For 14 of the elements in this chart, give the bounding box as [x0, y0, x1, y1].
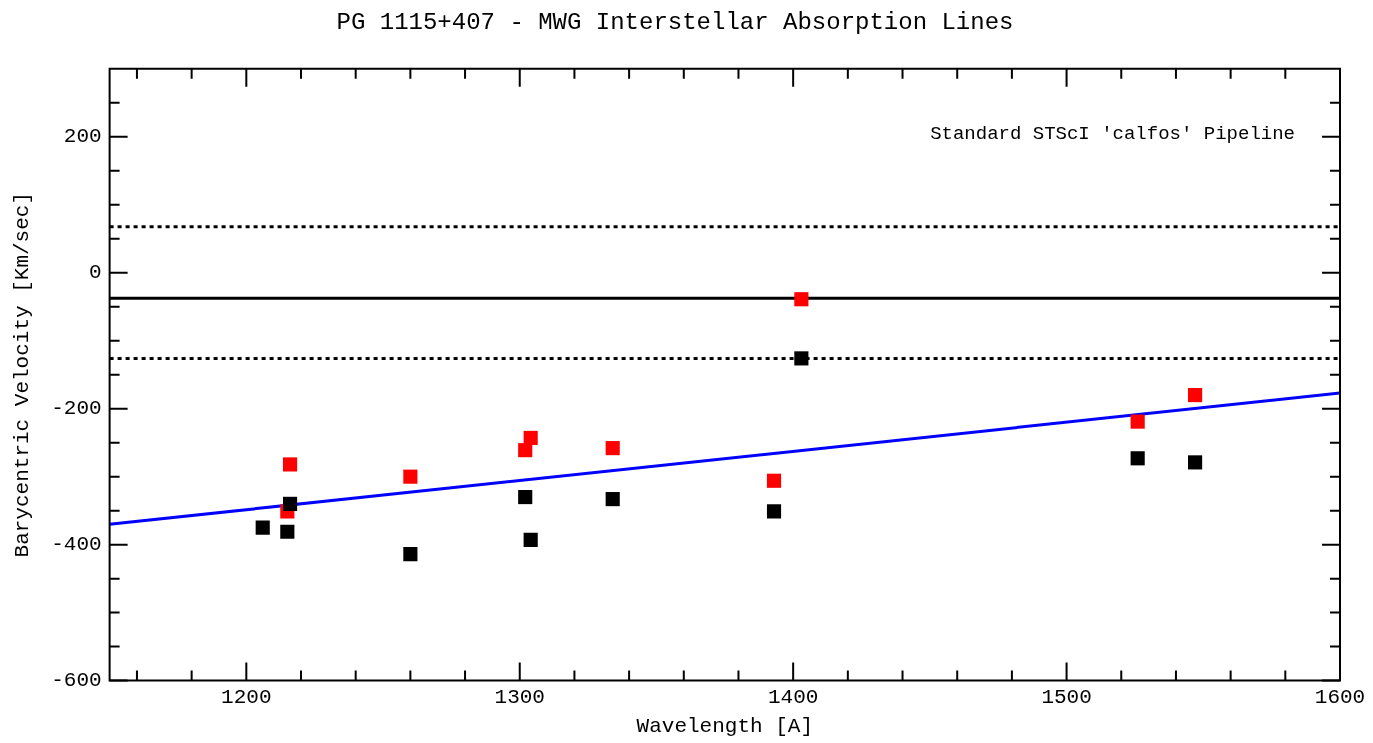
- x-axis-title: Wavelength [A]: [636, 714, 814, 738]
- y-tick-label: -400: [51, 533, 102, 557]
- x-tick-label: 1600: [1314, 685, 1366, 709]
- chart-title: PG 1115+407 - MWG Interstellar Absorption Lines: [336, 8, 1014, 36]
- y-tick-label: 0: [89, 261, 102, 285]
- x-tick-label: 1300: [494, 685, 545, 709]
- y-tick-label: -600: [51, 669, 102, 693]
- y-tick-label: -200: [51, 397, 102, 421]
- y-tick-label: 200: [63, 125, 102, 149]
- x-tick-label: 1200: [221, 685, 272, 709]
- x-tick-label: 1400: [767, 685, 819, 709]
- x-tick-label: 1500: [1041, 685, 1092, 709]
- annotation: Standard STScI 'calfos' Pipeline: [930, 122, 1295, 145]
- y-axis-title: Barycentric Velocity [Km/sec]: [11, 191, 35, 558]
